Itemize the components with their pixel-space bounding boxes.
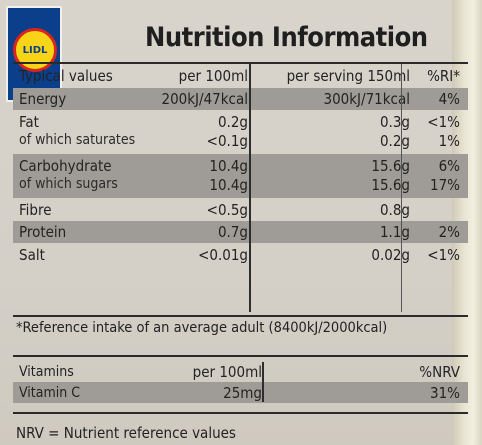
row-per-serving-sub: 0.2g [379, 132, 410, 150]
row-per100: 0.2g [217, 113, 248, 131]
nutrition-table: Typical values per 100ml per serving 150… [13, 64, 468, 266]
vitamins-header-row: Vitamins per 100ml %NRV [13, 362, 468, 382]
row-sublabel: of which saturates [19, 132, 136, 148]
header-per-serving: per serving 150ml [286, 67, 410, 85]
row-per-serving: 300kJ/71kcal [323, 90, 410, 108]
header-per100: per 100ml [178, 67, 248, 85]
row-ri: 6% [438, 157, 460, 175]
row-ri: <1% [427, 246, 460, 264]
row-per100-sub: <0.1g [206, 132, 248, 150]
row-per-serving: 0.8g [379, 201, 410, 219]
vitamins-table: Vitamins per 100ml %NRV Vitamin C 25mg 3… [13, 362, 468, 403]
vitamin-nrv: 31% [430, 384, 460, 402]
header-label: Typical values [19, 67, 113, 85]
row-per-serving: 0.02g [371, 246, 410, 264]
row-label: Salt [19, 246, 45, 264]
row-label: Carbohydrate [19, 157, 112, 175]
vitamins-header-label: Vitamins [19, 364, 74, 380]
vitamin-label: Vitamin C [19, 385, 81, 401]
row-per-serving-sub: 15.6g [371, 176, 410, 194]
row-per100: <0.01g [198, 246, 248, 264]
table-row-fibre: Fibre <0.5g 0.8g [13, 198, 468, 221]
row-ri: 2% [438, 223, 460, 241]
row-ri: 4% [438, 90, 460, 108]
row-label: Protein [19, 223, 67, 241]
table-row-protein: Protein 0.7g 1.1g 2% [13, 221, 468, 243]
row-per100: 10.4g [209, 157, 248, 175]
divider [13, 412, 468, 414]
label-title: Nutrition Information [145, 22, 428, 53]
row-per-serving: 0.3g [379, 113, 410, 131]
divider [13, 62, 468, 64]
logo-text: LIDL [22, 44, 48, 56]
divider [13, 355, 468, 357]
row-per100: <0.5g [206, 201, 248, 219]
row-label: Fat [19, 113, 39, 131]
table-row-carbohydrate: Carbohydrate of which sugars 10.4g 10.4g… [13, 154, 468, 198]
row-per100-sub: 10.4g [209, 176, 248, 194]
row-label: Energy [19, 90, 67, 108]
column-divider [249, 64, 251, 312]
row-per100: 0.7g [217, 223, 248, 241]
row-label: Fibre [19, 201, 52, 219]
row-ri: <1% [427, 113, 460, 131]
vitamins-row: Vitamin C 25mg 31% [13, 382, 468, 403]
vitamins-header-per100: per 100ml [192, 363, 262, 381]
row-per-serving: 1.1g [379, 223, 410, 241]
table-row-salt: Salt <0.01g 0.02g <1% [13, 243, 468, 266]
column-divider [401, 64, 402, 312]
nrv-footnote: NRV = Nutrient reference values [16, 424, 236, 442]
row-per100: 200kJ/47kcal [161, 90, 248, 108]
header-ri: %RI* [427, 67, 460, 85]
lidl-logo: LIDL [6, 6, 62, 102]
row-ri-sub: 1% [438, 132, 460, 150]
divider [13, 315, 468, 317]
vitamin-per100: 25mg [223, 384, 262, 402]
table-row-energy: Energy 200kJ/47kcal 300kJ/71kcal 4% [13, 88, 468, 110]
table-row-fat: Fat of which saturates 0.2g <0.1g 0.3g 0… [13, 110, 468, 154]
column-divider [262, 362, 264, 402]
table-header-row: Typical values per 100ml per serving 150… [13, 64, 468, 88]
row-sublabel: of which sugars [19, 176, 118, 192]
row-per-serving: 15.6g [371, 157, 410, 175]
reference-intake-note: *Reference intake of an average adult (8… [16, 320, 388, 336]
vitamins-header-nrv: %NRV [419, 363, 460, 381]
row-ri-sub: 17% [430, 176, 460, 194]
